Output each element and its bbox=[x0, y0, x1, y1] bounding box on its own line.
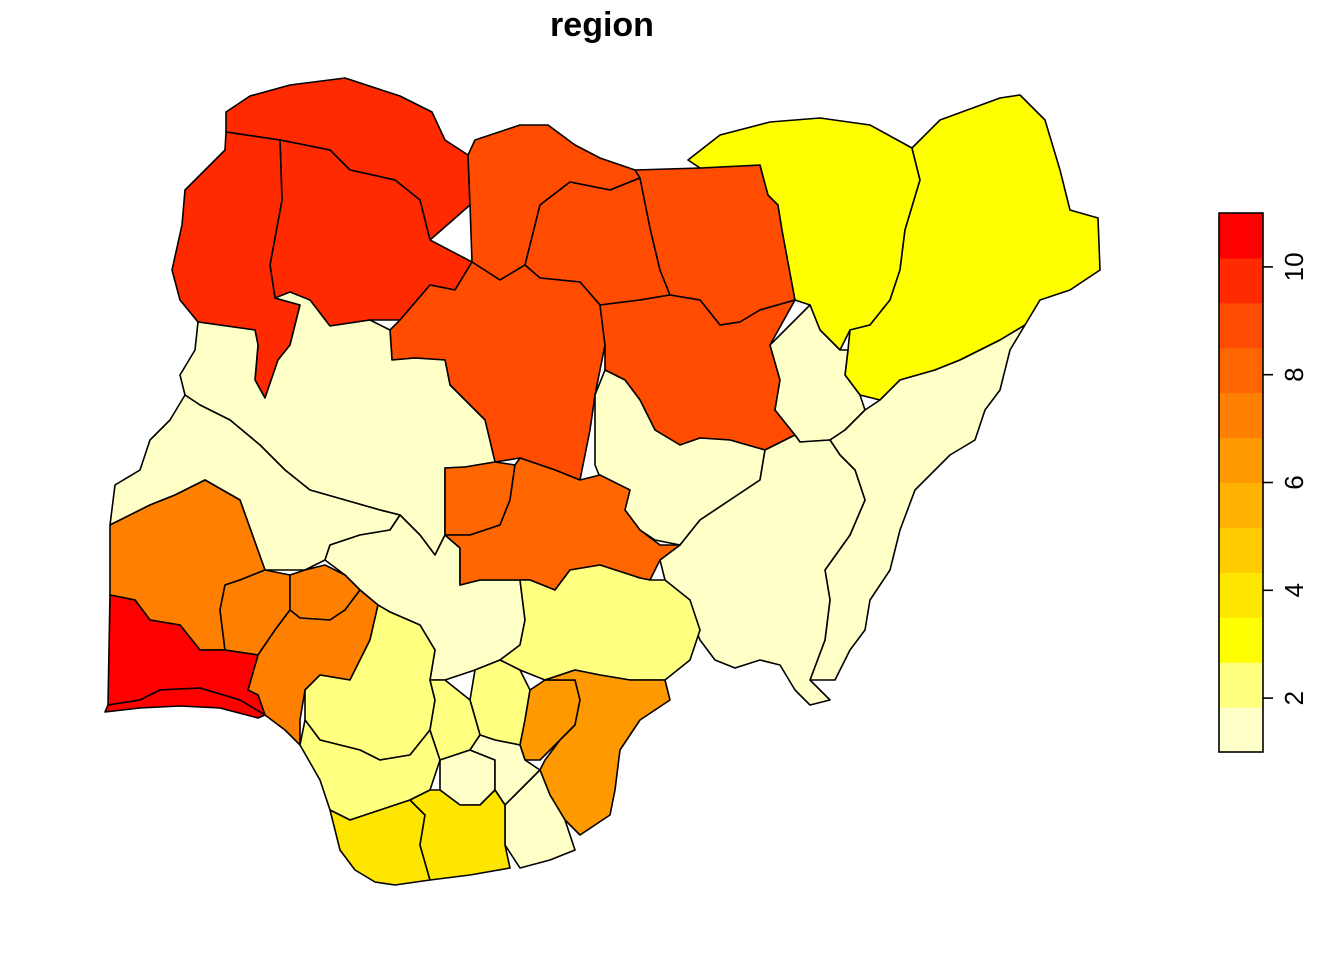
region-s-akwaibom bbox=[504, 769, 576, 869]
legend-band bbox=[1219, 347, 1263, 394]
legend-band bbox=[1219, 482, 1263, 528]
color-legend: 2 4 6 8 10 bbox=[1218, 212, 1309, 753]
legend-band bbox=[1219, 527, 1263, 573]
legend-band bbox=[1219, 662, 1263, 708]
legend-tick-label: 8 bbox=[1279, 367, 1309, 381]
region-s-rivers bbox=[409, 789, 511, 881]
legend-band bbox=[1219, 707, 1263, 753]
legend-tick-label: 4 bbox=[1279, 583, 1309, 597]
legend-tick-label: 10 bbox=[1279, 252, 1309, 281]
legend-band bbox=[1219, 437, 1263, 483]
region-sw-lagos bbox=[104, 687, 266, 719]
legend-band bbox=[1219, 213, 1263, 259]
legend-band bbox=[1219, 572, 1263, 618]
legend-band bbox=[1219, 257, 1263, 304]
legend-color-bands bbox=[1219, 213, 1263, 753]
map-title: region bbox=[550, 6, 654, 44]
legend-ticks: 2 4 6 8 10 bbox=[1263, 252, 1309, 705]
legend-tick-label: 6 bbox=[1279, 475, 1309, 489]
legend-band bbox=[1219, 617, 1263, 663]
legend-tick-label: 2 bbox=[1279, 691, 1309, 705]
legend-band bbox=[1219, 302, 1263, 349]
legend-band bbox=[1219, 392, 1263, 439]
region-s-crossriver bbox=[539, 669, 671, 836]
